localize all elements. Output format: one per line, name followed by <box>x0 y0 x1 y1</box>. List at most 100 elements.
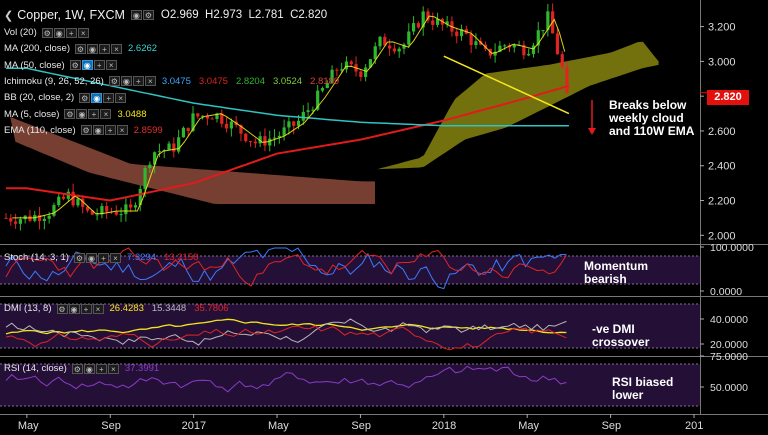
eye-icon[interactable]: ◉ <box>83 363 95 374</box>
dmi-label[interactable]: DMI (13, 8) <box>4 303 52 314</box>
settings-icon[interactable]: ⚙ <box>142 10 154 20</box>
indicator-label[interactable]: EMA (110, close) <box>4 124 76 136</box>
candle <box>258 136 262 144</box>
eye-icon[interactable]: ◉ <box>85 252 97 263</box>
candle <box>383 36 387 46</box>
indicator-row: Ichimoku (9, 26, 52, 26) ⚙ ◉ + × 3.0475 3.0475… <box>4 75 344 88</box>
chevron-left-icon[interactable]: ❮ <box>4 9 14 22</box>
close-icon[interactable]: × <box>100 109 112 119</box>
add-icon[interactable]: + <box>88 109 100 119</box>
stoch-label[interactable]: Stoch (14, 3, 1) <box>4 252 69 263</box>
candle <box>306 110 310 112</box>
close-icon[interactable]: × <box>92 303 104 314</box>
down-arrow-icon-head <box>588 128 596 135</box>
eye-icon[interactable]: ◉ <box>53 27 65 38</box>
panel-tick-label: 75.0000 <box>710 351 748 363</box>
add-icon[interactable]: + <box>132 76 144 87</box>
candle <box>105 206 109 212</box>
x-tick-label: Sep <box>602 420 622 432</box>
eye-icon[interactable]: ◉ <box>81 60 93 71</box>
candle <box>411 23 416 32</box>
settings-icon[interactable]: ⚙ <box>69 60 81 71</box>
candle <box>13 221 18 224</box>
candle <box>421 11 425 28</box>
candle <box>292 121 296 126</box>
eye-icon[interactable]: ◉ <box>91 92 103 103</box>
ichimoku-cloud-bullish <box>377 41 659 170</box>
annotation-line: Momentum <box>584 259 648 273</box>
eye-icon[interactable]: ◉ <box>76 109 88 119</box>
rsi-legend: RSI (14, close) ⚙ ◉ + × 37.3991 <box>4 362 164 375</box>
x-tick-label: 201 <box>685 420 703 432</box>
settings-icon[interactable]: ⚙ <box>80 125 92 136</box>
close-icon[interactable]: × <box>105 60 117 71</box>
annotation-rsi: RSI biased lower <box>612 376 673 402</box>
indicator-row: EMA (110, close) ⚙ ◉ + × 2.8599 <box>4 124 168 137</box>
add-icon[interactable]: + <box>103 92 115 103</box>
candle <box>282 127 286 136</box>
settings-icon[interactable]: ⚙ <box>108 76 120 87</box>
settings-icon[interactable]: ⚙ <box>64 109 76 119</box>
candle <box>498 45 502 52</box>
indicator-label[interactable]: Vol (20) <box>4 27 37 38</box>
indicator-buttons: ⚙ ◉ + × <box>41 27 89 38</box>
indicator-buttons: ⚙ ◉ + × <box>79 92 127 103</box>
indicator-label[interactable]: BB (20, close, 2) <box>4 92 75 104</box>
candle <box>268 138 272 146</box>
y-tick-label: 3.200 <box>708 22 736 34</box>
close-icon[interactable]: × <box>107 363 119 374</box>
candle <box>522 44 526 56</box>
add-icon[interactable]: + <box>104 125 116 136</box>
candle <box>359 71 363 77</box>
eye-icon[interactable]: ◉ <box>68 303 80 314</box>
candle <box>277 135 281 138</box>
high-value: 2.973 <box>213 9 243 21</box>
annotation-line: bearish <box>584 272 627 286</box>
close-icon[interactable]: × <box>116 125 128 136</box>
indicator-label[interactable]: MA (5, close) <box>4 108 60 120</box>
add-icon[interactable]: + <box>80 303 92 314</box>
eye-icon[interactable]: ◉ <box>120 76 132 87</box>
indicator-label[interactable]: MA (200, close) <box>4 43 70 55</box>
trend-line <box>443 55 570 115</box>
indicator-label[interactable]: Ichimoku (9, 26, 52, 26) <box>4 75 104 87</box>
add-icon[interactable]: + <box>65 27 77 38</box>
close-value: 2.820 <box>298 9 328 21</box>
last-price-badge: 2.820 <box>707 90 749 105</box>
add-icon[interactable]: + <box>97 252 109 263</box>
settings-icon[interactable]: ⚙ <box>79 92 91 103</box>
settings-icon[interactable]: ⚙ <box>41 27 53 38</box>
close-icon[interactable]: × <box>77 27 89 38</box>
indicator-value: 2.8204 <box>235 75 265 87</box>
settings-icon[interactable]: ⚙ <box>71 363 83 374</box>
ema-110-line <box>6 84 570 202</box>
indicator-buttons: ⚙ ◉ + × <box>64 109 112 119</box>
close-icon[interactable]: × <box>111 43 122 54</box>
eye-icon[interactable]: ◉ <box>92 125 104 136</box>
candle <box>320 88 325 91</box>
close-icon[interactable]: × <box>144 76 156 87</box>
add-icon[interactable]: + <box>99 43 110 54</box>
settings-icon[interactable]: ⚙ <box>56 303 68 314</box>
candle <box>71 191 75 206</box>
settings-icon[interactable]: ⚙ <box>75 43 86 54</box>
stoch-d-value: 13.2158 <box>164 252 199 263</box>
candle <box>153 152 157 165</box>
settings-icon[interactable]: ⚙ <box>73 252 85 263</box>
eye-icon[interactable]: ◉ <box>130 10 142 20</box>
close-icon[interactable]: × <box>109 252 121 263</box>
add-icon[interactable]: + <box>95 363 107 374</box>
eye-icon[interactable]: ◉ <box>87 43 98 54</box>
symbol-label[interactable]: Copper, 1W, FXCM <box>17 8 125 22</box>
rsi-label[interactable]: RSI (14, close) <box>4 363 67 374</box>
ichimoku-cloud-bearish <box>10 116 375 204</box>
candle <box>455 31 459 37</box>
candle <box>546 11 550 31</box>
candle <box>503 45 507 47</box>
candle <box>229 121 233 129</box>
close-icon[interactable]: × <box>115 92 127 103</box>
indicator-label[interactable]: MA (50, close) <box>4 59 65 71</box>
add-icon[interactable]: + <box>93 60 105 71</box>
annotation-line: -ve DMI <box>592 322 635 336</box>
